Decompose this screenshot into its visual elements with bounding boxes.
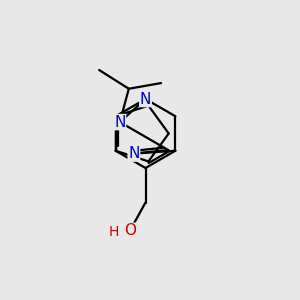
Text: N: N <box>140 92 151 106</box>
Text: N: N <box>128 146 140 161</box>
Text: O: O <box>124 223 136 238</box>
Text: N: N <box>114 115 125 130</box>
Text: H: H <box>109 225 119 239</box>
